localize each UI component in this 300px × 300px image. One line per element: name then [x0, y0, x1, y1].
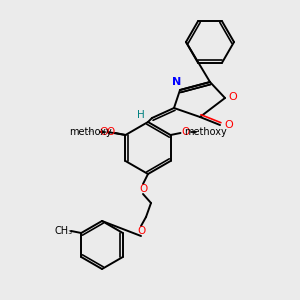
Text: O: O [229, 92, 237, 102]
Text: methoxy: methoxy [88, 131, 94, 132]
Text: O: O [137, 226, 145, 236]
Text: methoxy: methoxy [184, 127, 227, 137]
Text: O: O [99, 127, 108, 137]
Text: O: O [106, 127, 115, 137]
Text: CH₃: CH₃ [54, 226, 72, 236]
Text: methoxy: methoxy [103, 132, 110, 133]
Text: O: O [225, 120, 233, 130]
Text: O: O [139, 184, 147, 194]
Text: N: N [172, 77, 182, 87]
Text: O: O [182, 127, 190, 137]
Text: methoxy: methoxy [69, 127, 112, 137]
Text: H: H [137, 110, 145, 120]
